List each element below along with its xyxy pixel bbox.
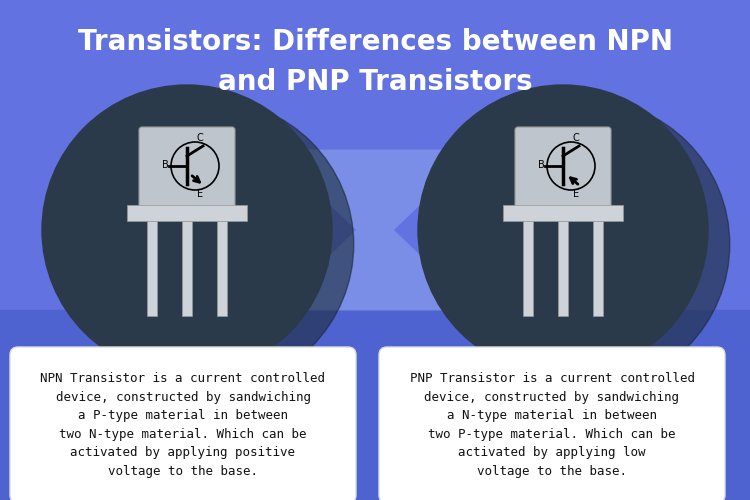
Circle shape [440,100,730,390]
FancyBboxPatch shape [139,127,235,208]
Bar [127,205,247,221]
Bar [523,221,533,316]
Text: C: C [196,133,203,143]
Text: C: C [573,133,579,143]
Text: PNP Transistor is a current controlled
device, constructed by sandwiching
a N-ty: PNP Transistor is a current controlled d… [410,372,694,478]
Circle shape [64,100,354,390]
Text: NPN Transistor is a current controlled
device, constructed by sandwiching
a P-ty: NPN Transistor is a current controlled d… [40,372,326,478]
Text: B: B [162,160,168,170]
Text: B: B [538,160,544,170]
Polygon shape [274,150,476,310]
Bar [182,221,192,316]
Text: Transistors: Differences between NPN: Transistors: Differences between NPN [77,28,673,56]
FancyBboxPatch shape [515,127,611,208]
Bar [593,221,603,316]
Text: and PNP Transistors: and PNP Transistors [217,68,532,96]
Bar [558,221,568,316]
Bar [147,221,157,316]
Circle shape [42,85,332,375]
Text: E: E [573,189,579,199]
Bar [0,310,750,500]
Text: E: E [197,189,203,199]
Circle shape [418,85,708,375]
FancyBboxPatch shape [379,347,725,500]
Bar [217,221,227,316]
Bar [503,205,623,221]
FancyBboxPatch shape [10,347,356,500]
